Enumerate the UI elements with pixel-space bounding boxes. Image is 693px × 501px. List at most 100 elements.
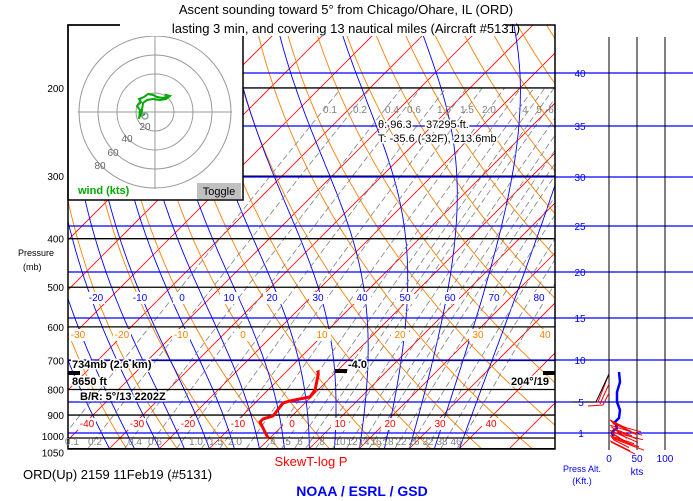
mixing-ratio-line — [176, 87, 447, 449]
axis-label: 30 — [434, 419, 446, 430]
y-axis-title: Pressure — [18, 248, 54, 258]
label-background — [131, 292, 149, 304]
dry-adiabat-line — [576, 25, 693, 448]
pressure-tick-label: 800 — [47, 385, 64, 396]
wind-barb — [611, 437, 645, 451]
mixing-ratio-line — [378, 174, 555, 449]
mixing-ratio-line — [124, 87, 403, 449]
axis-label: 30 — [472, 330, 484, 341]
title-line-2: lasting 3 min, and covering 13 nautical … — [172, 21, 520, 36]
pressure-tick-label: 1000 — [42, 432, 65, 443]
pressure-tick-label: 700 — [47, 356, 64, 367]
diagram-label: SkewT-log P — [275, 454, 348, 469]
axis-label: 0.6 — [407, 105, 421, 116]
wind-axis-label: 100 — [657, 454, 674, 465]
hodograph-ring-label: 60 — [107, 148, 119, 159]
wind-barb — [611, 427, 633, 437]
axis-label: 15 — [574, 314, 586, 325]
toggle-button[interactable] — [197, 183, 241, 199]
label-background — [234, 329, 252, 341]
axis-label: 22 — [395, 437, 407, 448]
mixing-ratio-line — [456, 282, 555, 449]
hodograph-ring-label: 80 — [94, 161, 106, 172]
axis-label: 5 — [578, 398, 584, 409]
level-marker-left — [68, 371, 80, 375]
axis-label: 0.1 — [323, 105, 337, 116]
label-background — [441, 292, 459, 304]
axis-label: 1.5 — [460, 105, 474, 116]
wind-barb — [610, 441, 636, 455]
cursor-readout-text: θ: 96.3 — [378, 119, 412, 131]
wind-barb-current — [572, 373, 610, 403]
axis-label: 5 — [285, 437, 291, 448]
axis-label: 50 — [399, 293, 411, 304]
axis-label: -10 — [174, 330, 189, 341]
axis-label: 6 — [297, 437, 303, 448]
hodograph-label: wind (kts) — [77, 185, 130, 197]
wind-barb — [609, 440, 631, 452]
mixing-ratio-line — [68, 87, 342, 432]
label-background — [113, 329, 131, 341]
axis-label: 40 — [356, 293, 368, 304]
wind-barb — [609, 435, 635, 445]
label-background — [331, 418, 349, 430]
dry-adiabat-line — [255, 25, 533, 449]
axis-label: -20 — [89, 293, 104, 304]
pressure-tick-label: 300 — [47, 172, 64, 183]
label-background — [381, 418, 399, 430]
axis-label: 18 — [382, 437, 394, 448]
isotherm-line — [68, 25, 333, 291]
label-background — [469, 329, 487, 341]
title-line-1: Ascent sounding toward 5° from Chicago/O… — [179, 2, 513, 17]
axis-label: 20 — [266, 293, 278, 304]
level-readout-text: -4.0 — [348, 359, 367, 371]
wind-barb — [612, 423, 642, 433]
hodograph-trace — [135, 92, 173, 120]
isotherm-line — [359, 252, 555, 449]
label-background — [78, 418, 96, 430]
axis-label: 40 — [539, 330, 551, 341]
mixing-ratio-line — [87, 87, 371, 449]
label-background — [69, 329, 87, 341]
axis-label: -20 — [115, 330, 130, 341]
label-background — [313, 329, 331, 341]
axis-label: 0 — [289, 419, 295, 430]
label-background — [173, 292, 191, 304]
mixing-ratio-line — [294, 87, 546, 449]
label-background — [263, 292, 281, 304]
axis-label: 0.6 — [148, 437, 162, 448]
axis-label: 8 — [319, 437, 325, 448]
isotherm-line — [68, 25, 483, 441]
axis-label: 0 — [240, 330, 246, 341]
dry-adiabat-line — [226, 25, 482, 449]
axis-label: 4 — [270, 437, 276, 448]
mixing-ratio-line — [394, 195, 555, 449]
wind-barb — [610, 436, 640, 448]
axis-label: 35 — [574, 122, 586, 133]
isotherm-line — [259, 152, 555, 449]
wind-axis-title: kts — [631, 467, 644, 478]
alt-axis-title: (Kft.) — [572, 476, 592, 486]
axis-label: 1.0 — [189, 437, 203, 448]
pressure-tick-label: 900 — [47, 411, 64, 422]
label-background — [309, 292, 327, 304]
isotherm-line — [68, 25, 383, 341]
pressure-tick-label: 600 — [47, 323, 64, 334]
mixing-ratio-line — [408, 214, 555, 449]
wind-barb — [609, 424, 643, 436]
isotherm-line — [209, 102, 555, 449]
axis-label: 46 — [450, 437, 462, 448]
mixing-ratio-line — [265, 87, 522, 449]
axis-label: 80 — [533, 293, 545, 304]
toggle-button-label[interactable]: Toggle — [203, 186, 235, 198]
level-marker-temp — [335, 369, 347, 373]
hodograph-ring-label: 20 — [139, 122, 151, 133]
cursor-readout-text: T: -35.6 (-32F), 213.6mb — [378, 133, 497, 145]
pressure-tick-label: 400 — [47, 235, 64, 246]
axis-label: -30 — [71, 330, 86, 341]
axis-label: 32 — [422, 437, 434, 448]
axis-label: 25 — [574, 222, 586, 233]
alt-axis-title: Press Alt. — [563, 464, 601, 474]
